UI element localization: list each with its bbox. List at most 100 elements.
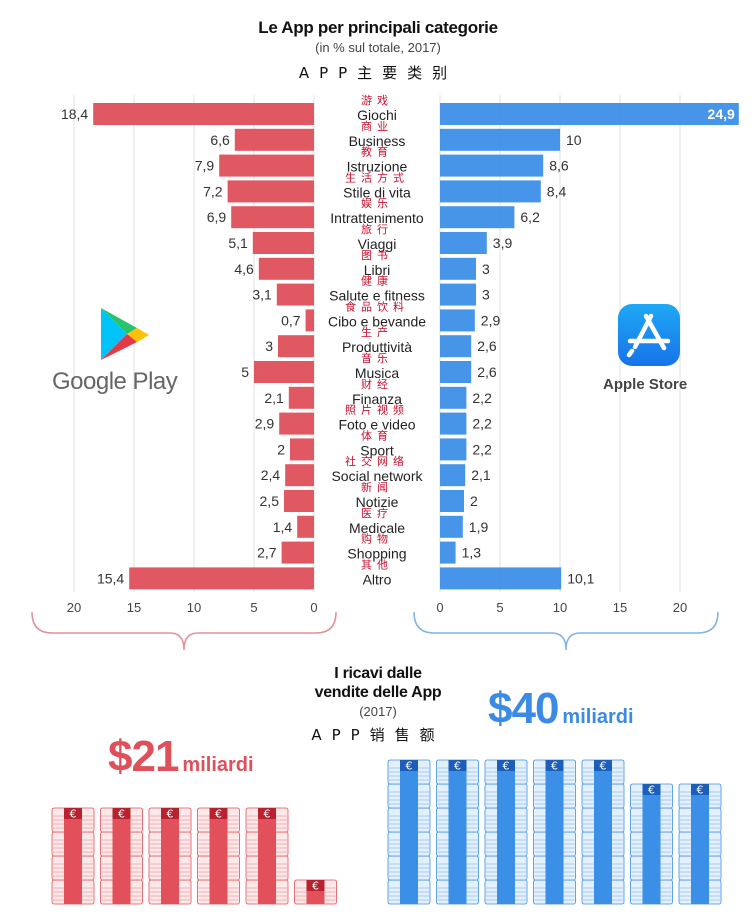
money-bundle [436,879,479,905]
money-bundle [387,855,431,881]
bundle-band [258,856,276,880]
money-bundle [148,879,192,905]
bundle-band-top [112,808,131,819]
category-label: Altro [363,571,392,587]
value-label-apple: 24,9 [708,106,735,122]
category-label-cn: 健康 [361,274,393,288]
revenue-title-line2: vendite delle App [314,684,442,701]
tick-label-right: 20 [673,600,687,615]
bundle-band-top [258,808,276,819]
value-label-google: 2,1 [264,390,284,406]
money-bundle [51,831,95,857]
tick-label-right: 5 [496,600,503,615]
money-bundle [581,783,625,809]
value-label-apple: 2,2 [472,416,492,432]
bar-google [254,361,314,383]
category-label-cn: 体育 [361,428,393,442]
value-label-google: 5,1 [228,235,248,251]
category-label: Shopping [347,546,406,562]
tick-label-left: 20 [67,600,81,615]
money-bundle [245,855,289,881]
bar-apple [440,257,476,280]
bar-google [288,386,314,409]
category-label-cn: 医疗 [361,506,393,520]
value-label-apple: 6,2 [520,209,540,225]
bar-google [252,232,314,254]
bundle-band [642,856,661,880]
money-bundle [678,831,722,857]
bundle-band-top [497,760,515,771]
euro-icon: € [118,808,125,821]
revenue-year: (2017) [359,704,397,719]
bundle-band-top [642,784,661,795]
euro-icon: € [551,760,558,773]
category-label-cn: 新闻 [361,480,393,494]
money-bundle [436,855,479,881]
tick-label-left: 10 [187,600,201,615]
money-bundle: € [533,760,576,785]
bundle-band [258,880,276,904]
bundle-band [112,832,131,856]
bundle-band [209,880,228,904]
axis-brackets [31,611,719,651]
bundle-band [642,880,661,904]
chart-subtitle: (in % sul totale, 2017) [315,40,441,55]
money-bundle [581,879,625,905]
money-bundle [678,855,722,881]
money-bundle [51,879,95,905]
value-label-google: 7,9 [195,158,215,174]
money-bundle [533,855,576,881]
bundle-band [64,880,82,904]
category-label-cn: 教育 [361,145,393,159]
money-bundle: € [387,760,431,785]
bundle-band [112,880,131,904]
google-bars: 18,4 6,6 7,9 7,2 6,95,1 4,6 3,1 0,7 35 2,1 2,92 2,4… [61,103,314,590]
money-bundle [197,855,240,881]
value-label-apple: 2,9 [481,312,501,328]
bar-apple [440,438,467,461]
revenue-title-cn: APP销售额 [311,726,445,744]
bar-apple [440,206,515,229]
tick-label-right: 0 [436,600,443,615]
money-bundle: € [436,760,479,785]
bundle-band [448,784,467,808]
bundle-band [448,808,467,832]
tick-label-left: 0 [310,600,317,615]
value-label-google: 0,7 [281,312,301,328]
category-label: Social network [331,468,423,484]
bundle-band [497,808,515,832]
category-label-cn: 游戏 [361,94,393,107]
category-label-cn: 旅行 [361,222,393,236]
category-label-cn: 购物 [361,532,393,546]
value-label-apple: 2,2 [472,441,492,457]
bundle-band-top [306,880,325,891]
euro-icon: € [167,808,174,821]
apple-store-label: Apple Store [603,376,688,393]
value-label-apple: 2,2 [472,390,492,406]
euro-icon: € [600,760,607,773]
money-bundle [484,807,528,833]
value-label-google: 5 [241,364,249,380]
bar-apple [440,283,476,306]
value-label-google: 7,2 [203,183,223,199]
value-label-apple: 3,9 [493,235,513,251]
category-label: Giochi [357,107,397,123]
bundle-band [497,856,515,880]
category-label-cn: 财经 [361,377,393,391]
chart-title-cn: APP主要类别 [298,64,458,82]
money-bundle: € [100,808,143,833]
money-bundle [533,783,576,809]
value-label-google: 18,4 [61,106,88,122]
bundle-band-top [400,760,418,771]
bundle-band [691,880,709,904]
money-bundle [51,855,95,881]
bundle-band-top [448,760,467,771]
bar-google [219,154,314,177]
money-bundle [387,879,431,905]
bar-apple [440,412,467,435]
money-bundle [100,855,143,881]
app-store-icon [618,304,680,366]
category-label: Cibo e bevande [328,313,426,329]
bundle-band-top [545,760,564,771]
